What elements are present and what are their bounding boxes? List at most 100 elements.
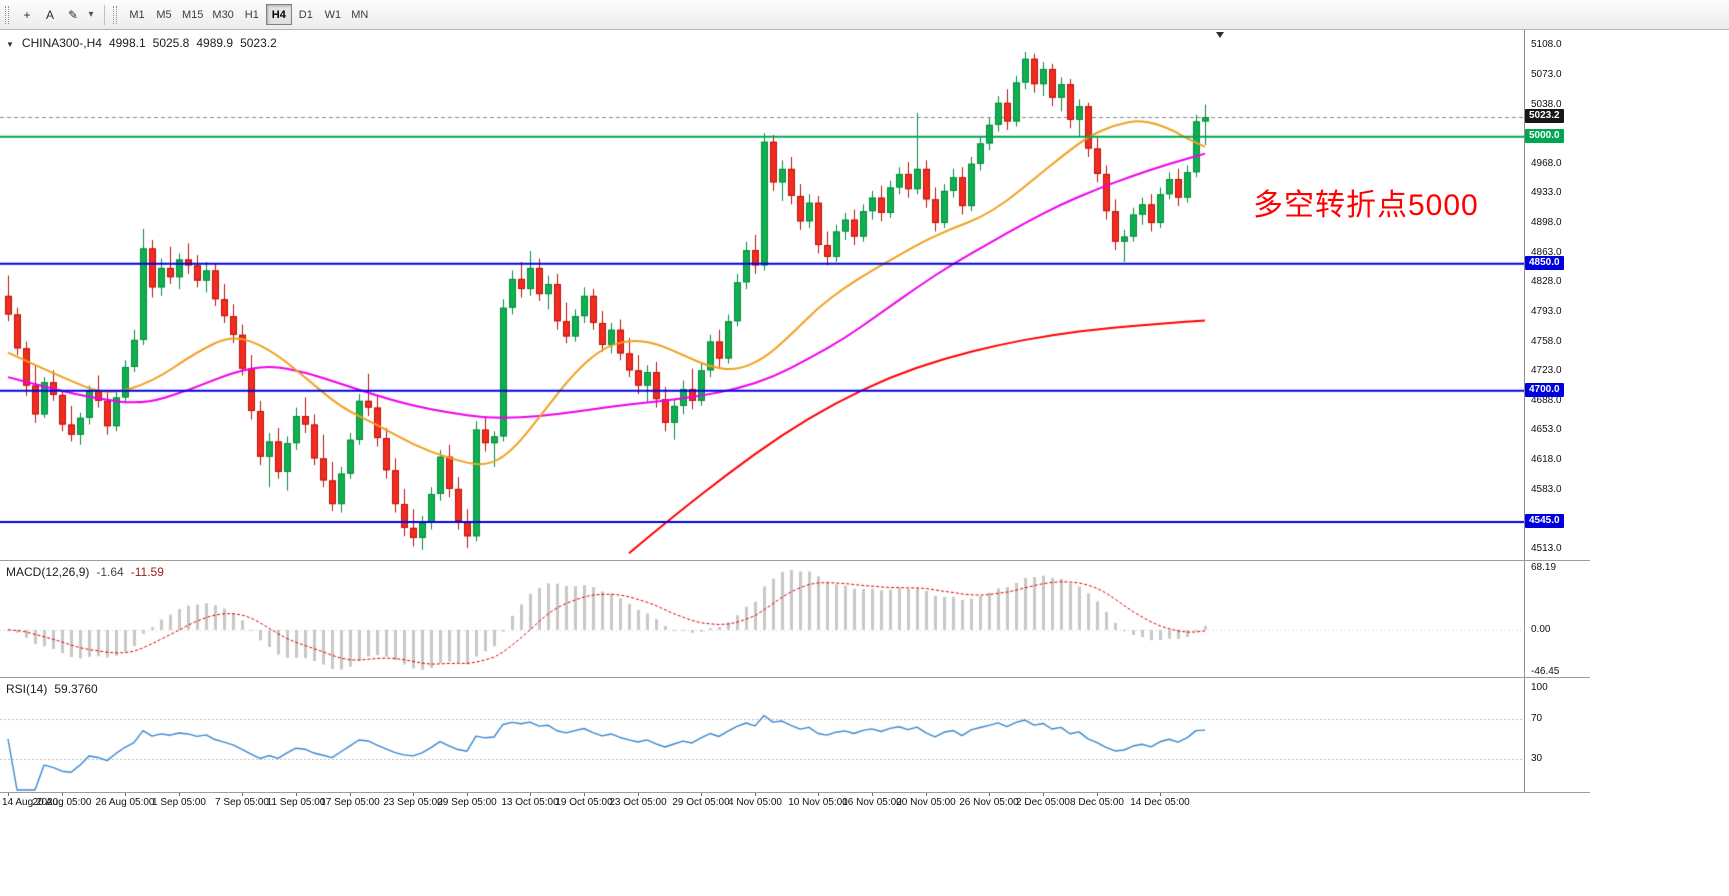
ohlc-close: 5023.2 <box>240 36 277 50</box>
time-tick <box>296 793 297 796</box>
toolbar-tools: + A ✎ ▾ <box>16 4 97 26</box>
panel-separator-macd[interactable] <box>0 560 1590 561</box>
time-tick <box>638 793 639 796</box>
time-axis-label: 23 Sep 05:00 <box>383 797 443 808</box>
timeframe-button-mn[interactable]: MN <box>351 8 369 21</box>
symbol-marker-icon: ▼ <box>6 40 14 49</box>
price-tick-label: 4863.0 <box>1531 246 1562 258</box>
time-axis-label: 20 Nov 05:00 <box>896 797 956 808</box>
time-tick <box>8 793 9 796</box>
time-axis-label: 23 Oct 05:00 <box>609 797 667 808</box>
rsi-title: RSI(14) <box>6 682 48 696</box>
price-tick-label: 4513.0 <box>1531 542 1562 554</box>
time-tick <box>584 793 585 796</box>
time-axis-label: 19 Oct 05:00 <box>555 797 613 808</box>
tools-dropdown-icon[interactable]: ▾ <box>88 9 94 20</box>
price-tick-label: 4933.0 <box>1531 187 1562 199</box>
time-axis-label: 14 Aug 2020 <box>2 797 59 808</box>
rsi-tick-label: 30 <box>1531 753 1543 765</box>
timeframe-button-m30[interactable]: M30 <box>212 8 234 21</box>
macd-value-main: -1.64 <box>96 565 124 579</box>
price-axis-border <box>1524 30 1525 792</box>
timeframe-button-w1[interactable]: W1 <box>324 8 342 21</box>
time-tick <box>413 793 414 796</box>
time-axis-label: 1 Sep 05:00 <box>152 797 206 808</box>
time-tick <box>755 793 756 796</box>
time-tick <box>242 793 243 796</box>
price-tick-label: 4828.0 <box>1531 276 1562 288</box>
time-axis-label: 29 Sep 05:00 <box>437 797 497 808</box>
time-axis-separator <box>0 792 1590 793</box>
chart-shift-marker-icon[interactable] <box>1216 32 1224 38</box>
rsi-header: RSI(14) 59.3760 <box>6 682 98 696</box>
ohlc-open: 4998.1 <box>108 36 146 50</box>
time-tick <box>530 793 531 796</box>
price-tick-label: 5038.0 <box>1531 98 1562 110</box>
cursor-tool-icon[interactable]: + <box>23 7 31 22</box>
timeframe-button-m5[interactable]: M5 <box>156 8 172 21</box>
macd-tick-label: 68.19 <box>1531 562 1557 573</box>
time-axis-label: 14 Dec 05:00 <box>1130 797 1190 808</box>
price-badge-4545.0: 4545.0 <box>1525 513 1564 528</box>
time-tick <box>1097 793 1098 796</box>
rsi-tick-label: 70 <box>1531 712 1543 724</box>
price-tick-label: 4653.0 <box>1531 424 1562 436</box>
time-axis: 14 Aug 2020 20 Aug 05:00 26 Aug 05:00 1 Sep… <box>0 792 1590 818</box>
main-chart-canvas[interactable] <box>0 30 1524 560</box>
panel-separator-rsi[interactable] <box>0 677 1590 678</box>
time-axis-label: 10 Nov 05:00 <box>788 797 848 808</box>
timeframe-button-m1[interactable]: M1 <box>129 8 145 21</box>
annotation-text[interactable]: 多空转折点5000 <box>1253 189 1479 222</box>
time-axis-label: 29 Oct 05:00 <box>672 797 730 808</box>
time-axis-label: 26 Nov 05:00 <box>959 797 1019 808</box>
rsi-value: 59.3760 <box>54 682 98 696</box>
ohlc-high: 5025.8 <box>152 36 190 50</box>
timeframe-button-d1[interactable]: D1 <box>298 8 313 21</box>
price-tick-label: 5073.0 <box>1531 68 1562 80</box>
timeframe-toolbar-grip[interactable] <box>113 5 117 24</box>
price-tick-label: 4583.0 <box>1531 483 1562 495</box>
rsi-tick-label: 100 <box>1531 682 1548 693</box>
time-tick <box>62 793 63 796</box>
toolbar-grip[interactable] <box>5 5 9 24</box>
timeframe-button-h4[interactable]: H4 <box>265 4 292 25</box>
toolbar: + A ✎ ▾ M1 M5 M15 M30 H1 H4 D1 W1 MN <box>0 0 1729 30</box>
ohlc-low: 4989.9 <box>196 36 234 50</box>
toolbar-separator <box>104 4 105 25</box>
macd-header: MACD(12,26,9) -1.64 -11.59 <box>6 565 164 579</box>
time-axis-label: 13 Oct 05:00 <box>501 797 559 808</box>
time-tick <box>701 793 702 796</box>
timeframe-button-h1[interactable]: H1 <box>244 8 259 21</box>
time-axis-label: 7 Sep 05:00 <box>215 797 269 808</box>
time-axis-label: 11 Sep 05:00 <box>266 797 326 808</box>
timeframe-button-m15[interactable]: M15 <box>182 8 204 21</box>
time-tick <box>989 793 990 796</box>
draw-objects-tool-icon[interactable]: ✎ <box>67 7 79 22</box>
time-tick <box>179 793 180 796</box>
time-tick <box>1160 793 1161 796</box>
macd-value-signal: -11.59 <box>130 565 164 579</box>
time-tick <box>125 793 126 796</box>
price-tick-label: 4968.0 <box>1531 157 1562 169</box>
price-badge-5023.2: 5023.2 <box>1525 109 1564 124</box>
price-badge-5000.0: 5000.0 <box>1525 128 1564 143</box>
time-axis-label: 4 Nov 05:00 <box>728 797 782 808</box>
macd-tick-label: 0.00 <box>1531 623 1551 635</box>
price-badge-4850.0: 4850.0 <box>1525 255 1564 270</box>
text-label-tool-icon[interactable]: A <box>45 7 54 22</box>
price-tick-label: 4688.0 <box>1531 394 1562 406</box>
price-badge-4700.0: 4700.0 <box>1525 382 1564 397</box>
time-axis-label: 20 Aug 05:00 <box>32 797 92 808</box>
rsi-canvas[interactable] <box>0 678 1524 792</box>
time-tick <box>1043 793 1044 796</box>
price-tick-label: 4723.0 <box>1531 365 1562 377</box>
time-tick <box>926 793 927 796</box>
symbol-header: ▼ CHINA300-,H4 4998.1 5025.8 4989.9 5023… <box>6 36 277 50</box>
time-tick <box>872 793 873 796</box>
time-axis-label: 26 Aug 05:00 <box>95 797 155 808</box>
price-tick-label: 4793.0 <box>1531 305 1562 317</box>
symbol-name: CHINA300-,H4 <box>21 36 102 50</box>
time-tick <box>467 793 468 796</box>
macd-canvas[interactable] <box>0 561 1524 677</box>
